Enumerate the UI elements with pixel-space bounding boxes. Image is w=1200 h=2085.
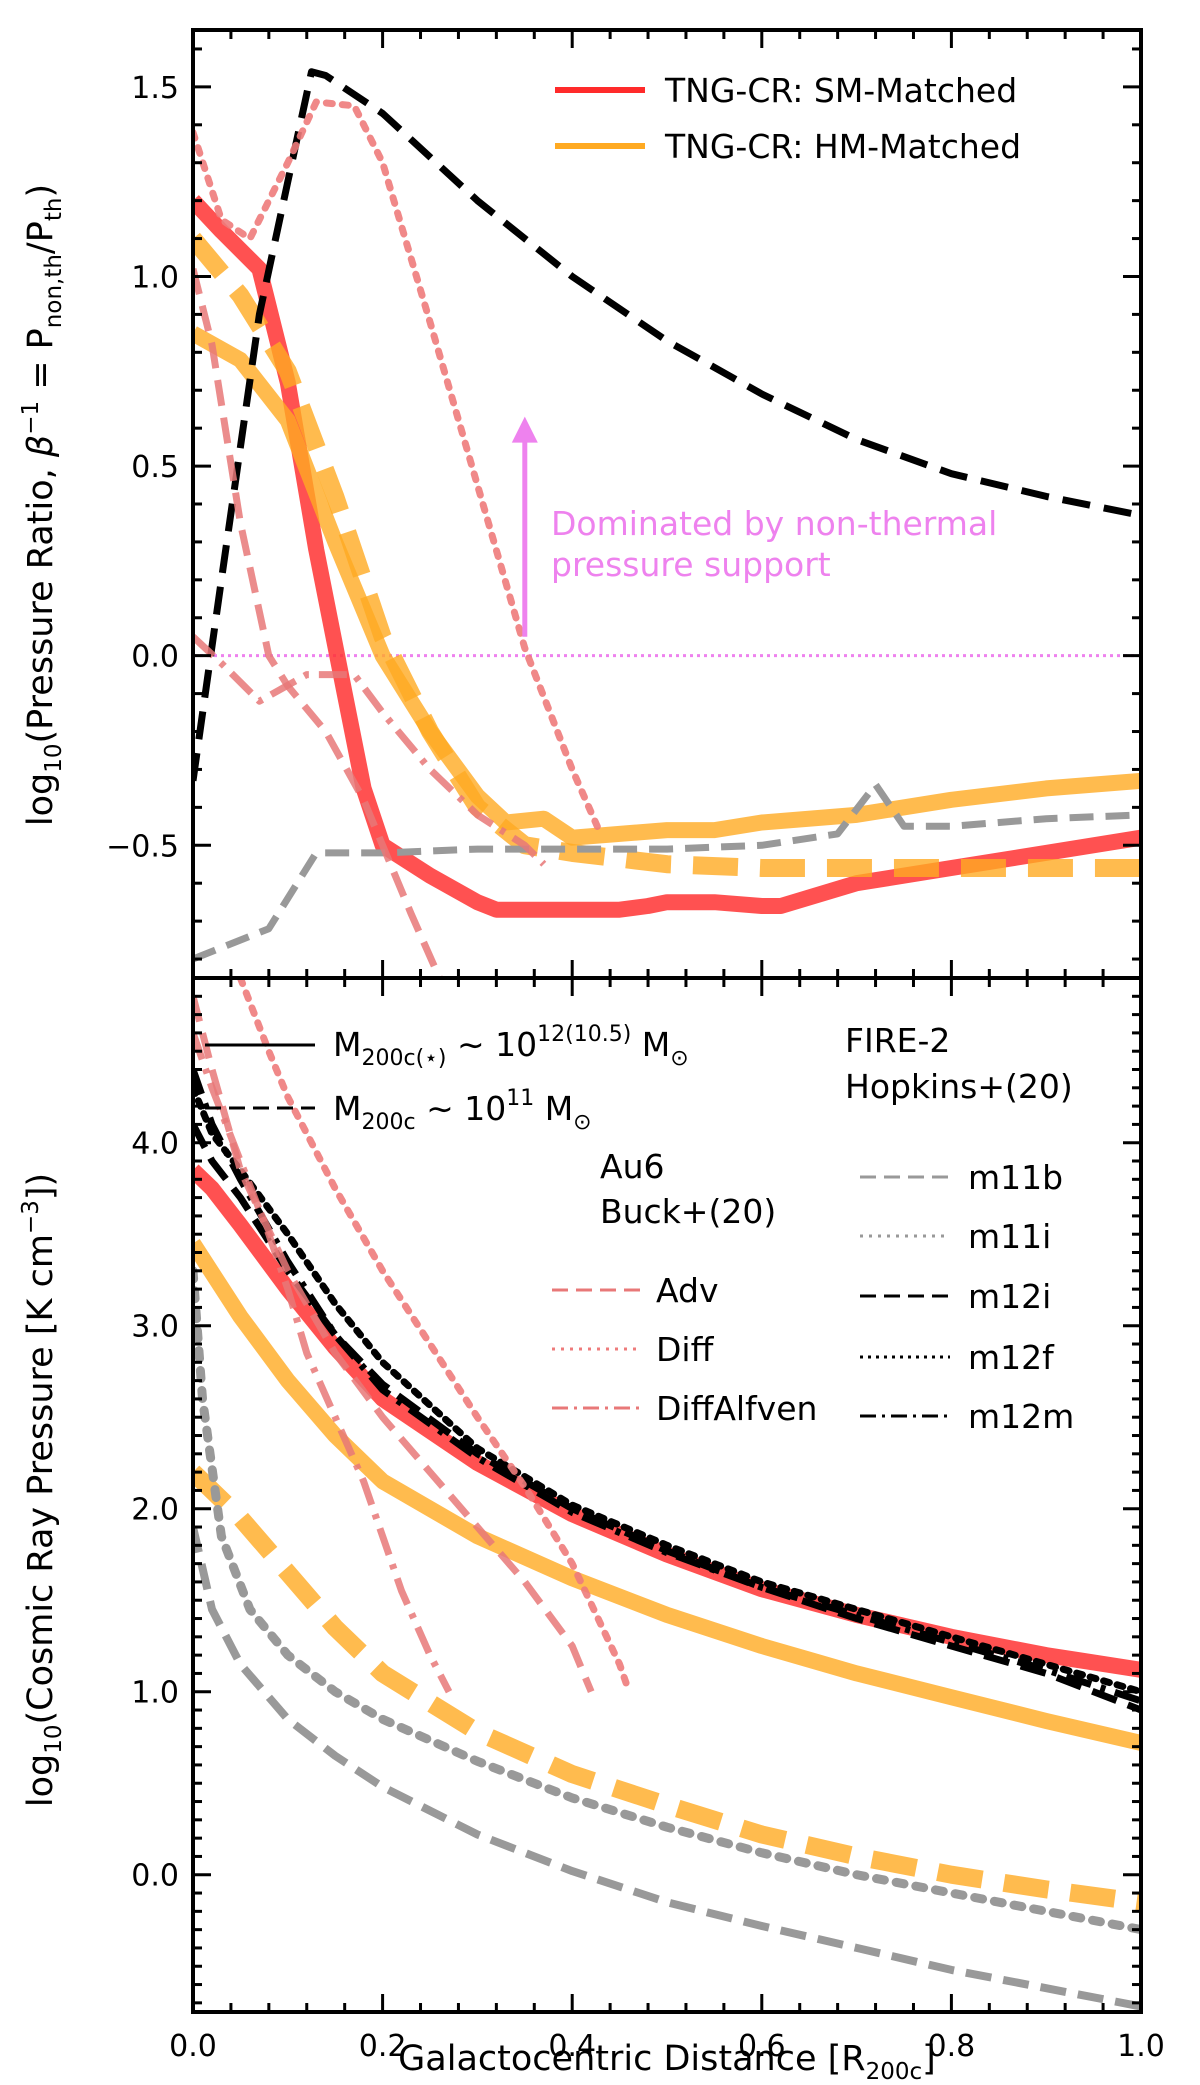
bottom-legend-mass: M200c(⋆) ∼ 1012(10.5) M⊙ M200c ∼ 1011 M⊙ [205, 1022, 689, 1135]
y-tick-label: 0.5 [131, 450, 179, 485]
top-legend: TNG-CR: SM-Matched TNG-CR: HM-Matched [555, 71, 1021, 166]
top-annotation: Dominated by non-thermal pressure suppor… [511, 416, 997, 637]
y-tick-label: 0.0 [131, 640, 179, 675]
legend-fire-title2: Hopkins+(20) [845, 1067, 1073, 1106]
y-tick-label: 4.0 [131, 1127, 179, 1162]
series-line-au6-adv [193, 995, 595, 1694]
xlabel: Galactocentric Distance [R200c] [398, 2039, 936, 2085]
bottom-frame [191, 976, 1143, 2014]
legend-label-hm: TNG-CR: HM-Matched [664, 127, 1021, 166]
annotation-line1: Dominated by non-thermal [551, 504, 997, 543]
series-line-au6-adv [193, 268, 443, 978]
top-panel: −0.5 0.0 0.5 1.0 1.5 Dominated by non-therma… [18, 28, 1143, 980]
bottom-series-group [193, 978, 1141, 2011]
bottom-legend-au6: Au6 Buck+(20) Adv Diff DiffAlfven [552, 1147, 817, 1428]
legend-au6-diffalfven: DiffAlfven [656, 1389, 817, 1428]
bottom-ticks: 0.0 0.2 0.4 0.6 0.8 1.0 0.0 1.0 2.0 3.0 4.0 [131, 976, 1165, 2064]
legend-fire-title1: FIRE-2 [845, 1021, 950, 1060]
series-line-fire-2-m12m [193, 1068, 1141, 1705]
legend-mass-solid: M200c(⋆) ∼ 1012(10.5) M⊙ [333, 1022, 689, 1071]
legend-fire-m12f: m12f [968, 1338, 1055, 1377]
x-tick-label: 0.0 [169, 2029, 217, 2064]
series-line-au6-diff [193, 98, 605, 838]
y-tick-label: 0.0 [131, 1859, 179, 1894]
y-tick-label: −0.5 [106, 829, 179, 864]
series-line-fire-2-m11b [193, 781, 1141, 963]
bottom-ylabel: log10(Cosmic Ray Pressure [K cm−3]) [18, 1173, 67, 1807]
legend-fire-m12i: m12i [968, 1277, 1051, 1316]
legend-mass-dashed: M200c ∼ 1011 M⊙ [333, 1086, 592, 1135]
top-ticks: −0.5 0.0 0.5 1.0 1.5 [106, 30, 1143, 978]
x-tick-label: 0.6 [738, 2029, 786, 2064]
annotation-line2: pressure support [551, 545, 831, 584]
legend-au6-title1: Au6 [600, 1147, 665, 1186]
x-tick-label: 0.4 [548, 2029, 596, 2064]
legend-au6-diff: Diff [656, 1330, 715, 1369]
y-tick-label: 2.0 [131, 1493, 179, 1528]
series-line-au6-diff [236, 978, 633, 1696]
x-tick-label: 1.0 [1117, 2029, 1165, 2064]
series-line-fire-2-m11b [193, 1526, 1141, 2011]
annotation-arrowhead [511, 416, 538, 443]
series-line-tng-cr-hm-matched-m12 [193, 1239, 1141, 1751]
legend-fire-m11b: m11b [968, 1158, 1063, 1197]
x-tick-label: 0.2 [359, 2029, 407, 2064]
legend-au6-title2: Buck+(20) [600, 1192, 776, 1231]
series-line-au6-diffalfven [193, 634, 547, 867]
legend-label-sm: TNG-CR: SM-Matched [664, 71, 1017, 110]
series-line-au6-diffalfven [193, 1031, 453, 1694]
y-tick-label: 1.5 [131, 71, 179, 106]
legend-fire-m12m: m12m [968, 1397, 1074, 1436]
bottom-panel: 0.0 0.2 0.4 0.6 0.8 1.0 0.0 1.0 2.0 3.0 4.0 M200c(… [18, 976, 1165, 2085]
top-series-group [193, 68, 1141, 978]
series-line-tng-cr-sm-matched-m12 [193, 195, 1141, 918]
series-line-fire-2-m12i [193, 68, 1141, 782]
legend-au6-adv: Adv [656, 1271, 718, 1310]
y-tick-label: 1.0 [131, 1676, 179, 1711]
top-ylabel: log10(Pressure Ratio, β−1 = Pnon,th/Pth) [18, 184, 67, 826]
bottom-legend-fire: FIRE-2 Hopkins+(20) m11b m11i m12i m12f … [845, 1021, 1074, 1436]
series-line-tng-cr-hm-matched-m12 [193, 326, 1141, 846]
series-line-tng-cr-hm-matched-m11 [193, 1465, 1141, 1912]
y-tick-label: 1.0 [131, 260, 179, 295]
x-tick-label: 0.8 [928, 2029, 976, 2064]
legend-fire-m11i: m11i [968, 1217, 1051, 1256]
series-line-fire-2-m11i [193, 1266, 1141, 1935]
y-tick-label: 3.0 [131, 1310, 179, 1345]
